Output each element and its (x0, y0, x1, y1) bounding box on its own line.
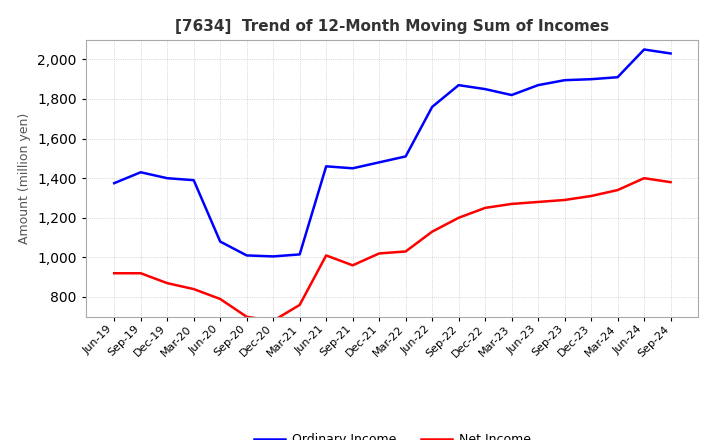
Ordinary Income (136, 169, 145, 175)
Y-axis label: Amount (million yen): Amount (million yen) (19, 113, 32, 244)
Ordinary Income (322, 164, 330, 169)
Ordinary Income (560, 77, 569, 83)
Net Income (189, 286, 198, 292)
Net Income (401, 249, 410, 254)
Ordinary Income (481, 86, 490, 92)
Ordinary Income (110, 180, 119, 186)
Line: Ordinary Income: Ordinary Income (114, 49, 670, 257)
Line: Net Income: Net Income (114, 178, 670, 321)
Ordinary Income (269, 254, 277, 259)
Net Income (110, 271, 119, 276)
Ordinary Income (666, 51, 675, 56)
Net Income (508, 201, 516, 206)
Net Income (454, 215, 463, 220)
Net Income (613, 187, 622, 193)
Ordinary Income (508, 92, 516, 98)
Net Income (269, 318, 277, 323)
Net Income (534, 199, 542, 205)
Ordinary Income (428, 104, 436, 110)
Net Income (587, 193, 595, 198)
Ordinary Income (243, 253, 251, 258)
Ordinary Income (189, 177, 198, 183)
Net Income (666, 180, 675, 185)
Net Income (295, 302, 304, 308)
Ordinary Income (216, 239, 225, 244)
Ordinary Income (534, 82, 542, 88)
Ordinary Income (587, 77, 595, 82)
Legend: Ordinary Income, Net Income: Ordinary Income, Net Income (249, 429, 536, 440)
Ordinary Income (640, 47, 649, 52)
Net Income (428, 229, 436, 234)
Net Income (560, 197, 569, 202)
Net Income (163, 281, 171, 286)
Net Income (322, 253, 330, 258)
Ordinary Income (295, 252, 304, 257)
Net Income (136, 271, 145, 276)
Net Income (640, 176, 649, 181)
Ordinary Income (163, 176, 171, 181)
Ordinary Income (375, 160, 384, 165)
Net Income (348, 263, 357, 268)
Net Income (243, 314, 251, 319)
Net Income (216, 297, 225, 302)
Ordinary Income (348, 165, 357, 171)
Title: [7634]  Trend of 12-Month Moving Sum of Incomes: [7634] Trend of 12-Month Moving Sum of I… (176, 19, 609, 34)
Net Income (481, 205, 490, 210)
Net Income (375, 251, 384, 256)
Ordinary Income (613, 74, 622, 80)
Ordinary Income (401, 154, 410, 159)
Ordinary Income (454, 82, 463, 88)
